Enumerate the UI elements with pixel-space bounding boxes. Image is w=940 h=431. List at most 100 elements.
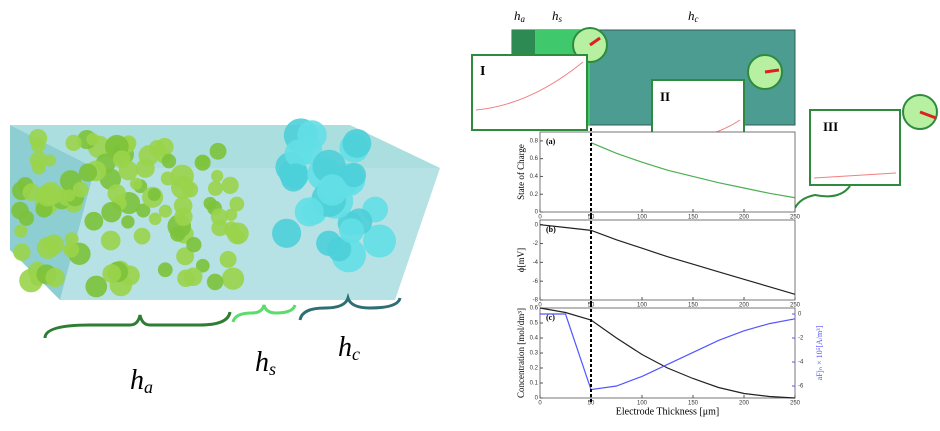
y-tick-label: 0.8 (530, 138, 539, 144)
y-axis-label: ϕ[mV] (516, 248, 526, 272)
anode-particle (134, 228, 151, 245)
inset-label: II (660, 89, 670, 104)
anode-particle (113, 150, 131, 168)
label-main: h (338, 332, 352, 363)
anode-particle (31, 138, 45, 152)
anode-particle (40, 182, 63, 205)
panel-label: (b) (546, 225, 556, 234)
brace-a (45, 312, 230, 338)
cathode-particle (283, 163, 308, 188)
label-main: h (255, 347, 269, 378)
anode-particle (222, 267, 244, 289)
anode-particle (171, 176, 194, 199)
anode-particle (79, 163, 97, 181)
anode-particle (204, 197, 217, 210)
charts: 00.20.40.60.8050100150200250(a)State of … (516, 128, 824, 417)
label-sub: c (695, 14, 699, 24)
anode-particle (66, 135, 82, 151)
y-tick-label: 0.3 (530, 351, 539, 357)
anode-particle (84, 212, 103, 231)
cathode-particle (295, 197, 324, 226)
y2-tick-label: -6 (798, 384, 804, 390)
anode-particle (186, 237, 201, 252)
label: hc (688, 8, 699, 24)
anode-particle (45, 268, 64, 287)
label-sub: s (559, 14, 563, 24)
anode-particle (210, 143, 227, 160)
anode-particle (121, 215, 134, 228)
cathode-particle (339, 218, 364, 243)
label: hc (338, 332, 360, 364)
y-tick-label: 0.2 (530, 366, 539, 372)
label-sub: c (352, 344, 360, 364)
panel-label: (a) (546, 137, 556, 146)
gauge-needle (765, 70, 779, 72)
y-tick-label: 0.2 (530, 192, 539, 198)
y-tick-label: 0.6 (530, 156, 539, 162)
label: ha (514, 8, 526, 24)
y-axis-label: State of Charge (516, 144, 526, 200)
anode-particle (13, 244, 30, 261)
cathode-particle (317, 175, 348, 206)
label-sub: a (521, 14, 526, 24)
anode-particle (158, 262, 173, 277)
anode-particle (207, 274, 224, 291)
plot-frame (540, 220, 795, 300)
brace-s (233, 305, 295, 322)
label-main: h (130, 365, 144, 396)
y-axis-label: Concentration [mol/dm³] (516, 308, 526, 398)
x-tick-label: 0 (538, 401, 542, 407)
anode-particle (211, 170, 223, 182)
brace-c (300, 298, 400, 320)
arrow (795, 186, 850, 208)
panel-label: (c) (546, 313, 555, 322)
anode-particle (208, 181, 223, 196)
anode-particle (85, 276, 107, 298)
anode-particle (102, 264, 121, 283)
label-sub: s (269, 359, 276, 379)
anode-particle (11, 202, 29, 220)
y-tick-label: 0.4 (530, 174, 539, 180)
anode-particle (149, 212, 162, 225)
anode-particle (220, 251, 237, 268)
y2-tick-label: -4 (798, 360, 804, 366)
y-tick-label: 0 (535, 222, 539, 228)
y-tick-label: -4 (533, 260, 539, 266)
y-tick-label: 0.1 (530, 381, 539, 387)
anode-particle (225, 209, 237, 221)
anode-particle (224, 221, 240, 237)
anode-particle (222, 177, 239, 194)
anode-particle (86, 133, 99, 146)
anode-particle (101, 231, 121, 251)
y2-axis-label: aFjₙ × 10⁵[A/m³] (815, 325, 824, 380)
label: hs (255, 347, 276, 379)
figure: ha hs hc ha hs hc I II III 00.20.40.60.8… (0, 0, 940, 431)
anode-particle (37, 237, 59, 259)
cathode-particle (343, 129, 372, 158)
anode-particle (148, 188, 161, 201)
anode-particle (63, 242, 79, 258)
cathode-particle (297, 120, 326, 149)
anode-particle (195, 155, 211, 171)
anode-particle (174, 208, 192, 226)
cathode-particle (272, 219, 301, 248)
anode-particle (162, 154, 176, 168)
anode-particle (14, 224, 27, 237)
y-tick-label: 0.4 (530, 336, 539, 342)
label-sub: a (144, 377, 153, 397)
anode-particle (101, 202, 121, 222)
anode-particle (107, 184, 125, 202)
inset (472, 55, 587, 130)
y-tick-label: -2 (533, 241, 539, 247)
x-axis-label: Electrode Thickness [μm] (616, 406, 719, 417)
y-tick-label: -6 (533, 279, 539, 285)
y-tick-label: 0.6 (530, 306, 539, 312)
anode-particle (32, 161, 46, 175)
plot-frame (540, 132, 795, 212)
cathode-particle (316, 231, 341, 256)
anode-particle (159, 205, 172, 218)
y-tick-label: 0.5 (530, 321, 539, 327)
y2-tick-label: -2 (798, 336, 804, 342)
anode-particle (177, 270, 194, 287)
x-tick-label: 250 (790, 401, 801, 407)
